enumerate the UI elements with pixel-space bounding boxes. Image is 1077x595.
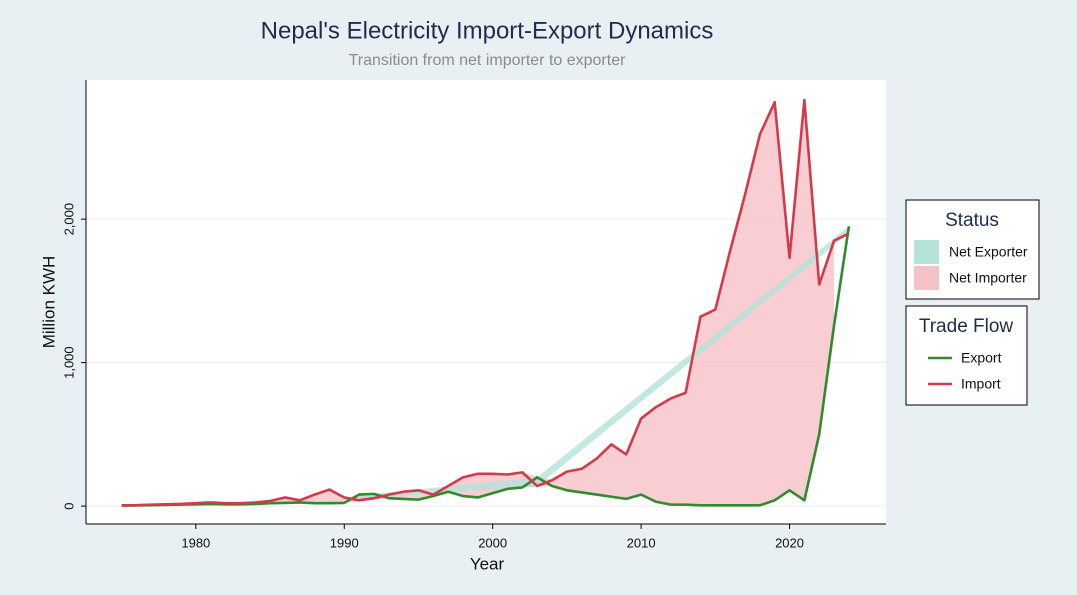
flow-legend-box bbox=[905, 305, 1028, 406]
y-tick-label: 0 bbox=[61, 502, 76, 509]
chart-subtitle: Transition from net importer to exporter bbox=[349, 52, 627, 69]
ribbon bbox=[121, 100, 835, 506]
x-tick-label: 2020 bbox=[775, 535, 804, 550]
lines bbox=[121, 98, 851, 507]
x-tick-label: 2010 bbox=[627, 535, 656, 550]
legend-title: Status bbox=[945, 210, 999, 231]
legend: Status Trade Flow Net Exporter Net Import… bbox=[905, 199, 1040, 406]
y-axis-label: Million KWH bbox=[39, 256, 58, 349]
legend-label: Import bbox=[961, 376, 1001, 392]
y-tick-label: 1,000 bbox=[61, 346, 76, 379]
legend-label: Net Exporter bbox=[949, 244, 1028, 260]
x-axis-label: Year bbox=[470, 554, 505, 573]
chart-title: Nepal's Electricity Import-Export Dynami… bbox=[261, 17, 714, 44]
axes: 0 1,000 2,000 1980 1990 2000 2010 2020 bbox=[61, 80, 886, 550]
legend-swatch bbox=[914, 240, 939, 264]
x-tick-label: 1990 bbox=[330, 535, 359, 550]
line bbox=[121, 98, 850, 507]
ribbons bbox=[121, 100, 849, 506]
legend-label: Net Importer bbox=[949, 270, 1027, 286]
x-tick-label: 2000 bbox=[478, 535, 507, 550]
legend-swatch bbox=[914, 266, 939, 290]
x-tick-label: 1980 bbox=[181, 535, 210, 550]
legend-label: Export bbox=[961, 350, 1002, 366]
legend-title: Trade Flow bbox=[919, 316, 1014, 337]
y-tick-label: 2,000 bbox=[61, 203, 76, 236]
